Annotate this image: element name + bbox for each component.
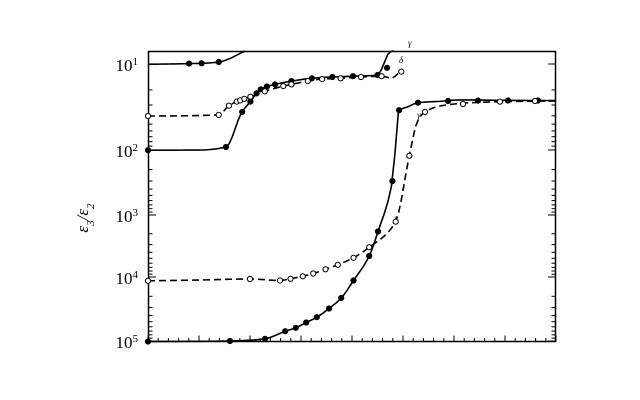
svg-text:γ: γ <box>417 110 421 120</box>
svg-text:γ: γ <box>408 38 412 48</box>
